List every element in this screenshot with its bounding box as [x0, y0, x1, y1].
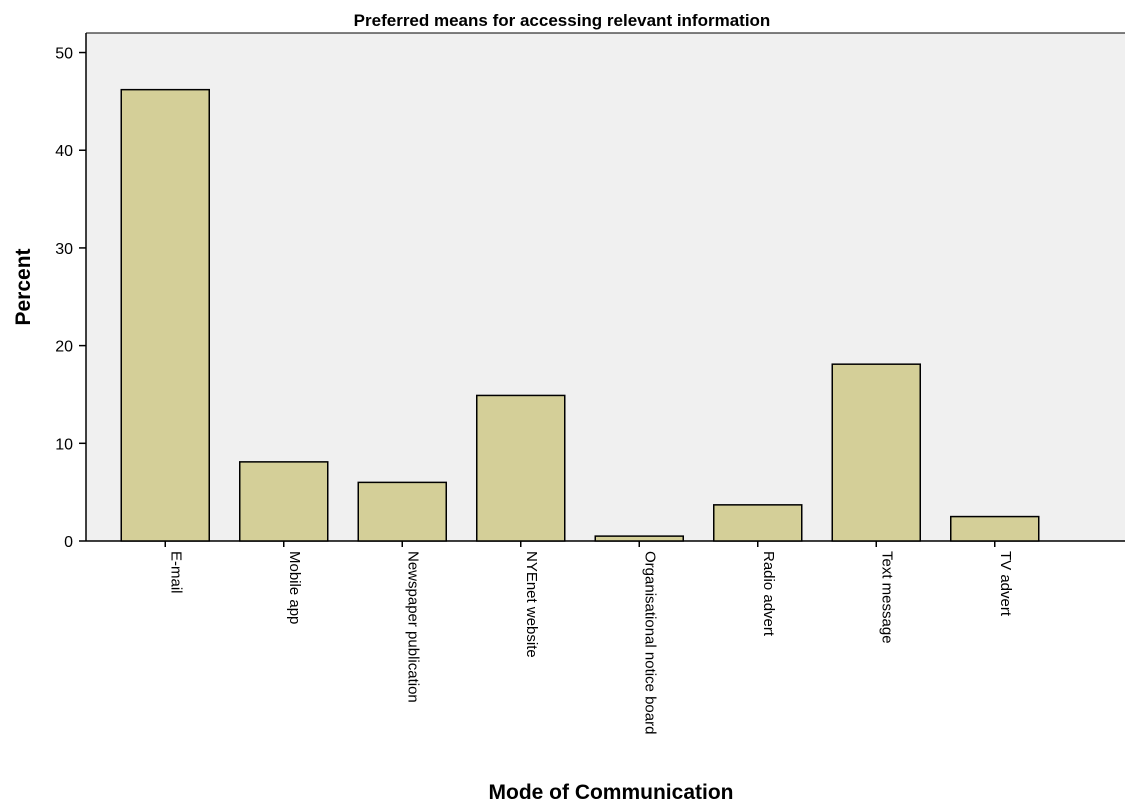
bar	[713, 504, 803, 542]
x-tick-label: NYEnet website	[523, 551, 540, 658]
x-tick-label: Organisational notice board	[641, 551, 658, 734]
bar	[594, 535, 684, 542]
bars	[120, 88, 1040, 542]
bar	[357, 481, 447, 542]
x-tick-label: E-mail	[167, 551, 184, 594]
y-tick-label: 50	[55, 46, 73, 63]
plot-area	[86, 33, 1125, 541]
x-tick-label: Radio advert	[760, 551, 777, 637]
x-tick-label: Text message	[878, 551, 895, 644]
y-axis-title: Percent	[12, 248, 35, 325]
bar	[831, 363, 921, 542]
x-tick-label: Newspaper publication	[404, 551, 421, 703]
y-tick-label: 30	[55, 241, 73, 258]
x-tick-label: TV advert	[997, 551, 1014, 617]
x-tick-label: Mobile app	[286, 551, 303, 624]
bar	[239, 461, 329, 542]
chart-title: Preferred means for accessing relevant i…	[354, 11, 771, 30]
x-axis: E-mail Mobile app Newspaper publication NYE…	[86, 540, 1125, 734]
y-tick-label: 10	[55, 436, 73, 453]
bar	[476, 394, 566, 542]
y-tick-label: 0	[64, 534, 73, 551]
y-tick-label: 40	[55, 143, 73, 160]
bar	[120, 88, 210, 542]
bar	[950, 515, 1040, 542]
y-tick-label: 20	[55, 339, 73, 356]
y-axis: 0 10 20 30 40 50	[55, 32, 1125, 551]
x-axis-title: Mode of Communication	[489, 781, 734, 804]
